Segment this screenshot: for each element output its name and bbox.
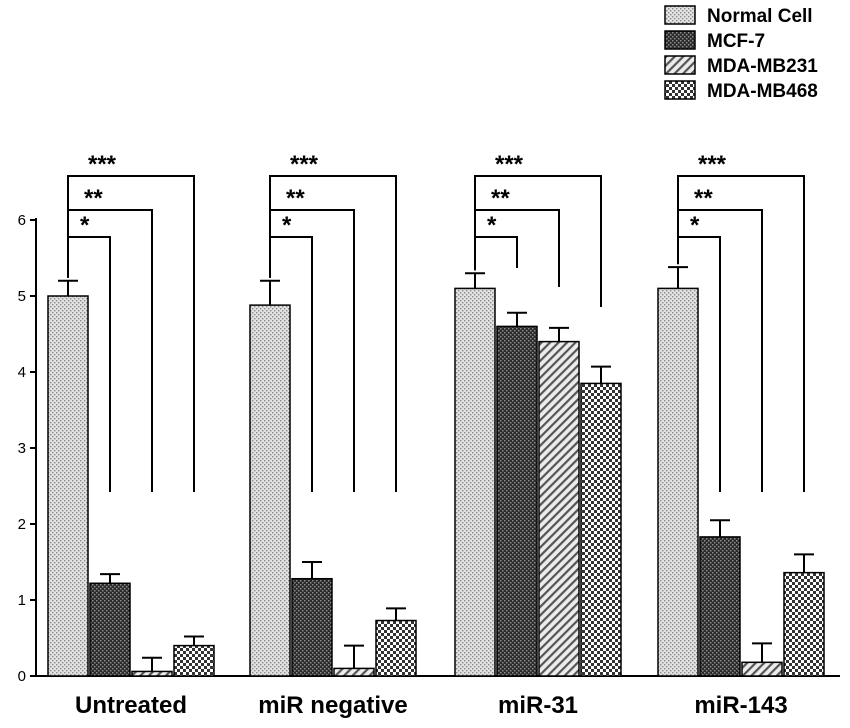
significance-label: * [487,212,497,239]
y-tick-label: 5 [18,288,26,305]
significance-label: * [690,212,700,239]
bar [249,304,291,677]
legend-swatch [664,30,696,50]
bar [454,287,496,677]
significance-label: ** [694,185,713,212]
significance-bracket [474,175,602,307]
y-tick-label: 3 [18,440,26,457]
significance-label: ** [491,185,510,212]
x-tick-label: miR-143 [694,692,787,719]
significance-bracket [269,175,397,492]
y-tick-label: 1 [18,592,26,609]
bar [657,287,699,677]
bar [47,295,89,677]
bar [741,661,783,677]
legend: Normal Cell MCF-7 MDA-MB231 MDA-MB468 [664,5,818,102]
x-tick-label: miR-31 [498,692,578,719]
y-tick-label: 6 [18,212,26,229]
significance-bracket [67,175,195,492]
significance-label: *** [290,151,319,178]
bar [496,325,538,677]
bar [580,382,622,677]
significance-label: * [80,212,90,239]
legend-label: MDA-MB231 [707,56,818,77]
legend-label: Normal Cell [707,6,813,27]
y-tick-label: 0 [18,668,26,685]
bar [131,670,173,677]
significance-label: * [282,212,292,239]
y-tick-label: 2 [18,516,26,533]
x-tick-label: miR negative [258,692,407,719]
legend-label: MCF-7 [707,31,765,52]
legend-swatch [664,5,696,25]
bar [783,571,825,677]
bar [173,644,215,677]
bar [375,619,417,677]
legend-swatch [664,80,696,100]
bar [291,577,333,677]
bar [89,582,131,677]
significance-label: *** [698,151,727,178]
y-tick-label: 4 [18,364,26,381]
axes: 0 1 2 3 4 5 6 Untreated miR negative miR-31 miR-14… [18,212,840,719]
bars [47,266,825,677]
legend-swatch [664,55,696,75]
bar [538,340,580,677]
bar [699,536,741,677]
legend-label: MDA-MB468 [707,81,818,102]
significance-bracket [677,175,805,492]
significance-bracket [474,236,518,271]
significance-brackets: ************************ [67,151,805,492]
significance-label: ** [84,185,103,212]
significance-label: ** [286,185,305,212]
significance-label: *** [88,151,117,178]
x-tick-label: Untreated [75,692,187,719]
bar [333,667,375,677]
significance-label: *** [495,151,524,178]
